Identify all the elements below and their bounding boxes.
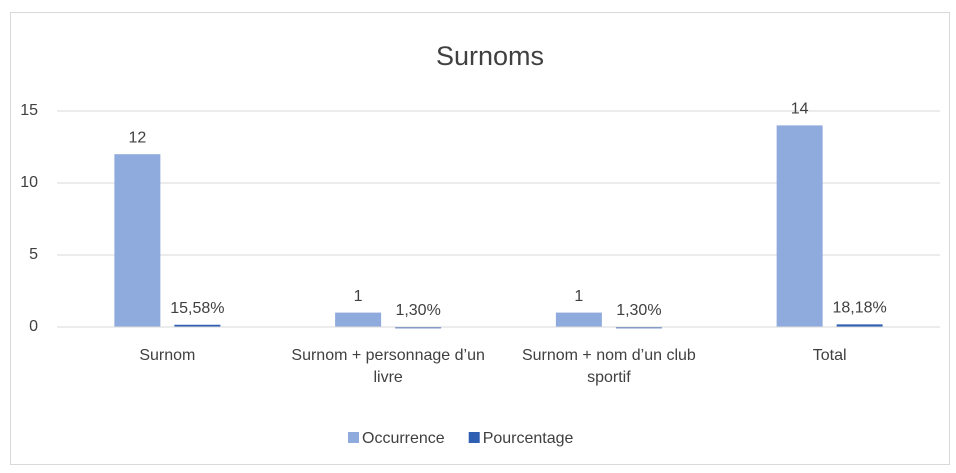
data-label: 18,18% — [832, 300, 886, 317]
bar — [776, 125, 823, 328]
legend-label: Occurrence — [362, 430, 445, 447]
bar — [555, 312, 602, 327]
bar — [174, 324, 221, 327]
x-tick-label: Surnom + nom d’un club sportif — [521, 347, 696, 386]
y-tick-label: 15 — [20, 102, 38, 119]
data-label: 1 — [574, 288, 583, 305]
bar — [335, 312, 382, 327]
chart-title: Surnoms — [436, 41, 544, 71]
data-label: 14 — [791, 101, 809, 118]
y-tick-label: 0 — [29, 318, 38, 335]
data-label: 12 — [128, 129, 146, 146]
data-label: 1 — [354, 288, 363, 305]
legend-label: Pourcentage — [483, 430, 574, 447]
legend-swatch — [468, 432, 480, 443]
x-tick-label: Surnom + personnage d’un livre — [291, 347, 485, 386]
bar — [395, 326, 442, 329]
y-tick-label: 10 — [20, 174, 38, 191]
bar — [114, 154, 161, 327]
data-label: 1,30% — [616, 302, 661, 319]
y-tick-label: 5 — [29, 246, 38, 263]
data-label: 15,58% — [170, 300, 224, 317]
x-tick-label: Total — [812, 347, 847, 364]
data-label: 1,30% — [395, 302, 440, 319]
x-tick-label: Surnom — [139, 347, 196, 364]
bar — [615, 326, 662, 329]
bar — [836, 324, 883, 327]
legend-swatch — [348, 432, 359, 443]
